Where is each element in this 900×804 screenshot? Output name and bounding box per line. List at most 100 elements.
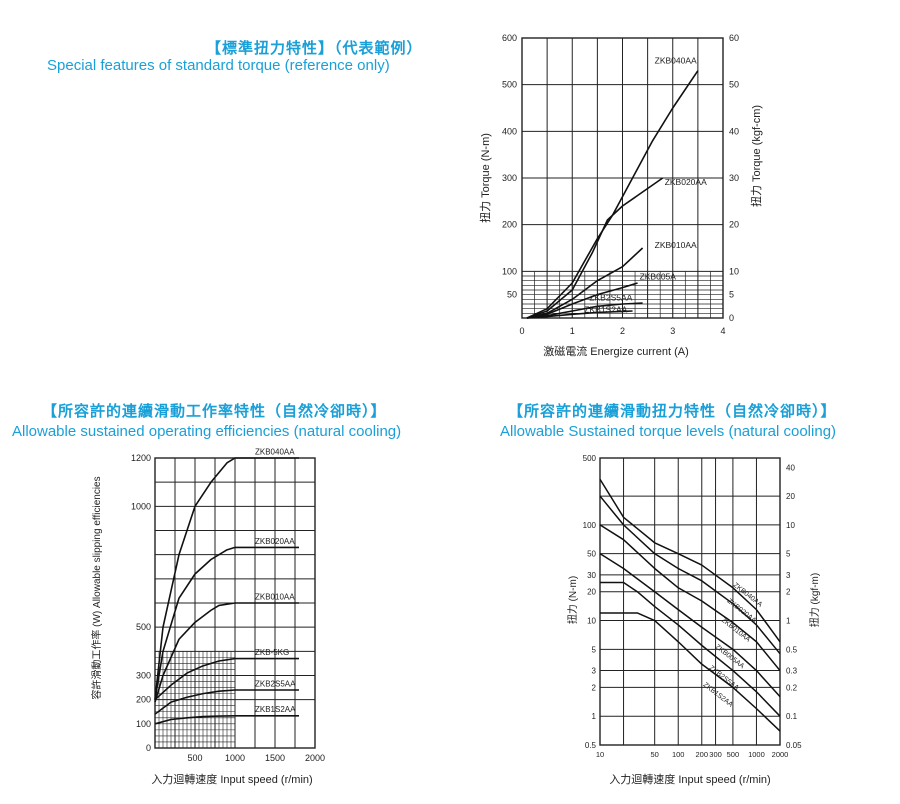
torque-y2-tick: 0 (729, 313, 734, 323)
level-y-tick: 3 (592, 667, 597, 676)
level-y2-tick: 0.5 (786, 645, 798, 654)
torque-x-tick: 0 (519, 326, 524, 336)
level-y-tick: 0.5 (585, 741, 597, 750)
efficiency-y-tick: 500 (136, 622, 151, 632)
efficiency-y-tick: 300 (136, 671, 151, 681)
level-y-tick: 100 (583, 521, 597, 530)
level-series-zkb010aa (599, 524, 781, 672)
efficiency-series-label-zkb040aa: ZKB040AA (255, 447, 295, 456)
torque-y-tick: 500 (502, 80, 517, 90)
torque-y-tick: 50 (507, 290, 517, 300)
level-y2-tick: 0.3 (786, 667, 798, 676)
torque-y2-label: 扭力 Torque (kgf-cm) (749, 105, 763, 207)
torque-y2-tick: 20 (729, 220, 739, 230)
torque-series-zkb005a (526, 282, 638, 319)
torque-title-en: Special features of standard torque (ref… (47, 57, 390, 74)
efficiency-series-zkb2s5aa (154, 689, 299, 715)
efficiency-series-zkb-5kg (154, 657, 299, 701)
torque-series-label-zkb020aa: ZKB020AA (665, 177, 707, 187)
level-y-tick: 1 (592, 712, 597, 721)
level-series-zkb020aa (599, 495, 781, 655)
level-y-tick: 30 (587, 571, 596, 580)
level-y-tick: 50 (587, 550, 596, 559)
torque-y2-tick: 40 (729, 126, 739, 136)
torque-series-label-zkb1s2aa: ZKB1S2AA (584, 304, 627, 314)
efficiency-series-label-zkb2s5aa: ZKB2S5AA (255, 679, 296, 688)
torque-x-label: 激磁電流 Energize current (A) (543, 344, 688, 358)
efficiency-x-label: 入力迴轉速度 Input speed (r/min) (151, 772, 312, 786)
torque-series-label-zkb2s5aa: ZKB2S5AA (589, 292, 632, 302)
level-y-tick: 20 (587, 588, 596, 597)
efficiency-y-tick: 1000 (131, 501, 151, 511)
torque-y2-tick: 50 (729, 80, 739, 90)
torque-y-tick: 600 (502, 33, 517, 43)
level-x-tick: 10 (596, 750, 604, 759)
level-series-zkb2s5aa (600, 581, 781, 717)
level-y2-tick: 0.05 (786, 741, 802, 750)
level-x-tick: 50 (651, 750, 659, 759)
efficiency-series-label-zkb020aa: ZKB020AA (255, 537, 295, 546)
level-x-tick: 300 (709, 750, 722, 759)
level-x-tick: 1000 (748, 750, 765, 759)
torque-x-tick: 1 (570, 326, 575, 336)
level-y2-tick: 1 (786, 617, 791, 626)
torque-y2-tick: 30 (729, 173, 739, 183)
torque-series-zkb1s2aa (526, 310, 633, 319)
efficiency-series-zkb040aa (154, 457, 299, 700)
efficiency-x-tick: 2000 (305, 753, 325, 763)
level-x-label: 入力迴轉速度 Input speed (r/min) (609, 772, 770, 786)
level-series-zkb1s2aa (600, 612, 781, 732)
torque-y-tick: 400 (502, 126, 517, 136)
level-y2-tick: 20 (786, 492, 795, 501)
efficiency-series-zkb020aa (154, 546, 299, 700)
torque-x-tick: 2 (620, 326, 625, 336)
level-x-tick: 500 (727, 750, 740, 759)
efficiency-y-tick: 200 (136, 695, 151, 705)
level-plot-frame (599, 457, 781, 746)
level-y2-tick: 3 (786, 571, 791, 580)
level-y2-tick: 40 (786, 463, 795, 472)
torque-y2-tick: 60 (729, 33, 739, 43)
torque-y-label: 扭力 Torque (N-m) (478, 133, 492, 223)
efficiency-y-tick: 0 (146, 743, 151, 753)
efficiency-x-tick: 500 (187, 753, 202, 763)
torque-y2-tick: 5 (729, 290, 734, 300)
efficiency-y-tick: 100 (136, 719, 151, 729)
efficiency-title-zh: 【所容許的連續滑動工作率特性（自然冷卻時）】 (42, 403, 387, 420)
level-y-tick: 5 (592, 645, 597, 654)
efficiency-series-zkb010aa (154, 602, 299, 703)
torque-y2-tick: 10 (729, 266, 739, 276)
efficiency-series-label-zkb010aa: ZKB010AA (255, 592, 295, 601)
torque-level-title-en: Allowable Sustained torque levels (natur… (500, 423, 837, 440)
torque-x-tick: 4 (720, 326, 725, 336)
efficiency-series-label-zkb1s2aa: ZKB1S2AA (255, 705, 296, 714)
level-x-tick: 2000 (772, 750, 789, 759)
level-y-tick: 2 (592, 683, 597, 692)
efficiency-series-label-zkb-5kg: ZKB-5KG (255, 648, 289, 657)
level-series-zkb040aa (599, 478, 781, 643)
level-y2-label: 扭力 (kgf-m) (808, 573, 821, 627)
torque-level-title-zh: 【所容許的連續滑動扭力特性（自然冷卻時）】 (508, 403, 837, 420)
efficiency-y-label: 容許滑動工作率 (W) Allowable slipping efficienc… (90, 476, 103, 699)
level-y-label: 扭力 (N-m) (566, 576, 579, 624)
level-series-zkb005aa (599, 553, 781, 698)
torque-series-label-zkb010aa: ZKB010AA (655, 240, 697, 250)
level-y2-tick: 10 (786, 521, 795, 530)
level-y2-tick: 0.1 (786, 712, 798, 721)
torque-series-label-zkb040aa: ZKB040AA (655, 56, 697, 66)
level-y-tick: 10 (587, 617, 596, 626)
torque-x-tick: 3 (670, 326, 675, 336)
level-y2-tick: 0.2 (786, 683, 798, 692)
torque-y-tick: 200 (502, 220, 517, 230)
level-y2-tick: 5 (786, 550, 791, 559)
level-y2-tick: 2 (786, 588, 791, 597)
efficiency-x-tick: 1000 (225, 753, 245, 763)
efficiency-y-tick: 1200 (131, 453, 151, 463)
torque-y-tick: 100 (502, 266, 517, 276)
level-x-tick: 100 (672, 750, 685, 759)
torque-series-zkb020aa (526, 177, 664, 319)
level-y-tick: 500 (583, 454, 597, 463)
efficiency-series-zkb1s2aa (154, 715, 299, 725)
torque-series-label-zkb005a: ZKB005A (640, 272, 677, 282)
